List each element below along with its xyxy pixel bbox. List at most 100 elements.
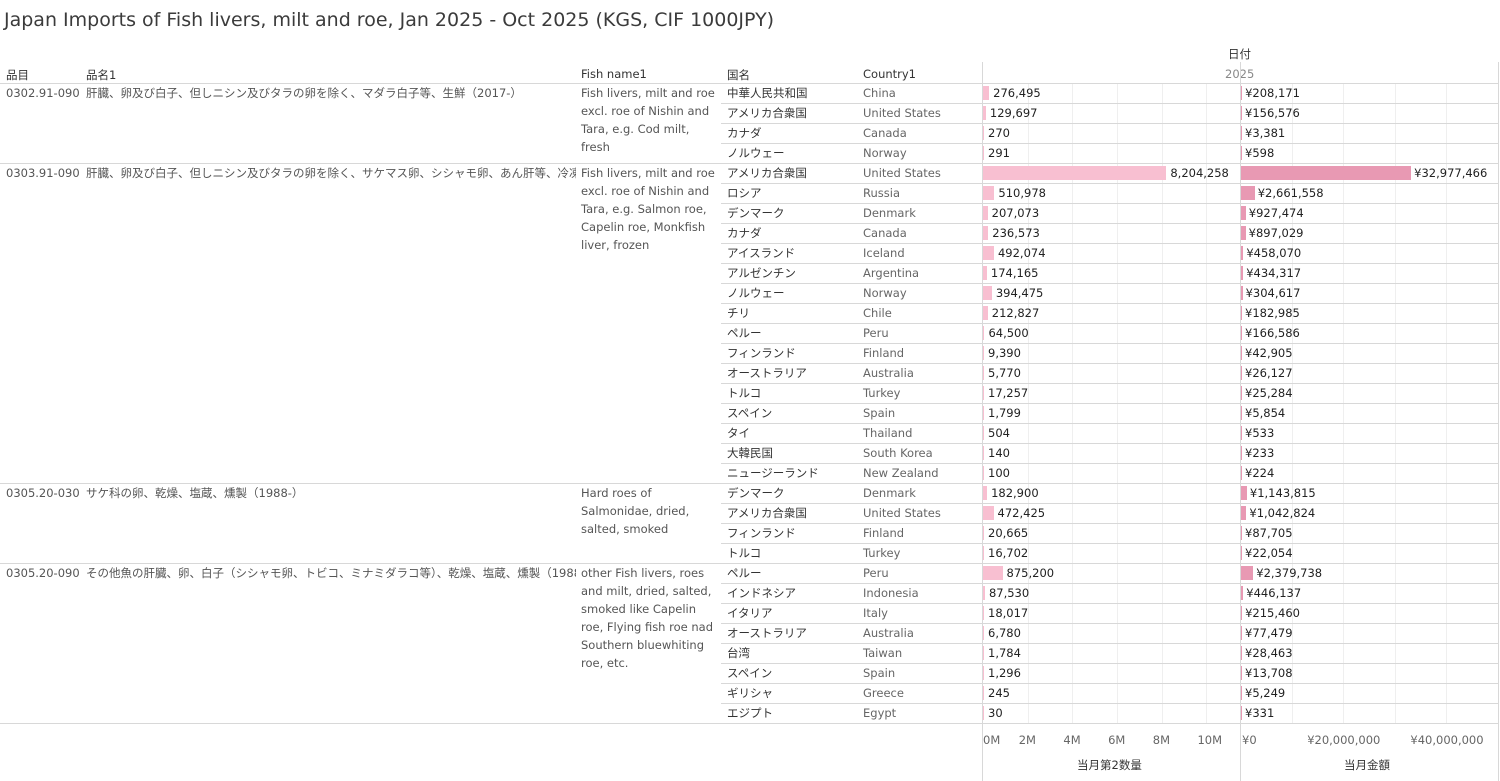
qty-bar[interactable]	[983, 286, 992, 300]
country-name-jp[interactable]: ペルー	[727, 326, 762, 340]
value-bar[interactable]	[1241, 86, 1243, 100]
qty-bar[interactable]	[983, 246, 994, 260]
country-name-jp[interactable]: チリ	[727, 306, 750, 320]
qty-bar[interactable]	[983, 666, 984, 680]
country-name-jp[interactable]: デンマーク	[727, 206, 785, 220]
value-bar[interactable]	[1241, 526, 1242, 540]
value-bar[interactable]	[1241, 126, 1242, 140]
country-name-jp[interactable]: ギリシャ	[727, 686, 773, 700]
country-name-en[interactable]: Italy	[863, 606, 888, 620]
header-country[interactable]: Country1	[863, 67, 917, 81]
country-name-en[interactable]: China	[863, 86, 896, 100]
country-name-jp[interactable]: 大韓民国	[727, 446, 773, 460]
qty-bar[interactable]	[983, 486, 988, 500]
country-name-en[interactable]: Indonesia	[863, 586, 919, 600]
country-name-en[interactable]: Argentina	[863, 266, 920, 280]
country-name-jp[interactable]: ノルウェー	[727, 286, 785, 300]
country-name-jp[interactable]: フィンランド	[727, 526, 796, 540]
value-bar[interactable]	[1241, 606, 1243, 620]
value-bar[interactable]	[1241, 386, 1242, 400]
qty-bar[interactable]	[983, 526, 984, 540]
country-name-jp[interactable]: ノルウェー	[727, 146, 785, 160]
value-bar[interactable]	[1241, 166, 1412, 180]
country-name-en[interactable]: Denmark	[863, 486, 916, 500]
country-name-jp[interactable]: オーストラリア	[727, 366, 807, 380]
qty-bar[interactable]	[983, 646, 984, 660]
country-name-jp[interactable]: エジプト	[727, 706, 773, 720]
value-bar[interactable]	[1241, 366, 1242, 380]
country-name-en[interactable]: Thailand	[863, 426, 913, 440]
value-bar[interactable]	[1241, 266, 1244, 280]
country-name-en[interactable]: Egypt	[863, 706, 897, 720]
country-name-en[interactable]: United States	[863, 106, 941, 120]
country-name-jp[interactable]: イタリア	[727, 606, 773, 620]
qty-bar[interactable]	[983, 586, 985, 600]
value-bar[interactable]	[1241, 506, 1247, 520]
country-name-jp[interactable]: タイ	[727, 426, 750, 440]
value-bar[interactable]	[1241, 186, 1255, 200]
country-name-en[interactable]: Peru	[863, 566, 889, 580]
value-bar[interactable]	[1241, 686, 1242, 700]
country-name-en[interactable]: Peru	[863, 326, 889, 340]
country-name-jp[interactable]: スペイン	[727, 406, 773, 420]
country-name-en[interactable]: Spain	[863, 406, 896, 420]
value-bar[interactable]	[1241, 106, 1242, 120]
value-bar[interactable]	[1241, 286, 1243, 300]
country-name-en[interactable]: Canada	[863, 126, 907, 140]
country-name-jp[interactable]: ニュージーランド	[727, 466, 819, 480]
country-name-en[interactable]: Turkey	[863, 386, 901, 400]
country-name-en[interactable]: Finland	[863, 526, 905, 540]
country-name-jp[interactable]: カナダ	[727, 126, 762, 140]
qty-bar[interactable]	[983, 566, 1003, 580]
country-name-jp[interactable]: カナダ	[727, 226, 762, 240]
country-name-jp[interactable]: ペルー	[727, 566, 762, 580]
value-bar[interactable]	[1241, 566, 1254, 580]
qty-bar[interactable]	[983, 606, 984, 620]
qty-bar[interactable]	[983, 706, 984, 720]
country-name-jp[interactable]: デンマーク	[727, 486, 785, 500]
country-name-en[interactable]: Taiwan	[863, 646, 903, 660]
qty-bar[interactable]	[983, 466, 984, 480]
value-bar[interactable]	[1241, 486, 1247, 500]
value-bar[interactable]	[1241, 466, 1242, 480]
header-hinmoku[interactable]: 品目	[6, 68, 29, 82]
country-name-jp[interactable]: トルコ	[727, 386, 762, 400]
country-name-jp[interactable]: ロシア	[727, 186, 762, 200]
qty-bar[interactable]	[983, 546, 984, 560]
value-bar[interactable]	[1241, 406, 1242, 420]
country-name-jp[interactable]: 中華人民共和国	[727, 86, 808, 100]
qty-bar[interactable]	[983, 626, 984, 640]
value-bar[interactable]	[1241, 546, 1242, 560]
qty-bar[interactable]	[983, 166, 1167, 180]
country-name-en[interactable]: Canada	[863, 226, 907, 240]
value-bar[interactable]	[1241, 646, 1242, 660]
country-name-jp[interactable]: オーストラリア	[727, 626, 807, 640]
country-name-en[interactable]: New Zealand	[863, 466, 939, 480]
qty-bar[interactable]	[983, 506, 994, 520]
value-bar[interactable]	[1241, 626, 1242, 640]
value-bar[interactable]	[1241, 426, 1242, 440]
country-name-jp[interactable]: 台湾	[727, 646, 750, 660]
country-name-en[interactable]: Denmark	[863, 206, 916, 220]
qty-bar[interactable]	[983, 106, 986, 120]
qty-bar[interactable]	[983, 146, 984, 160]
country-name-en[interactable]: Norway	[863, 286, 907, 300]
value-bar[interactable]	[1241, 706, 1242, 720]
country-name-en[interactable]: Greece	[863, 686, 904, 700]
country-name-en[interactable]: Russia	[863, 186, 900, 200]
country-name-en[interactable]: Finland	[863, 346, 905, 360]
header-hinmei[interactable]: 品名1	[86, 68, 117, 82]
qty-bar[interactable]	[983, 406, 984, 420]
country-name-en[interactable]: Chile	[863, 306, 892, 320]
value-bar[interactable]	[1241, 146, 1242, 160]
country-name-jp[interactable]: インドネシア	[727, 586, 796, 600]
country-name-en[interactable]: Australia	[863, 366, 914, 380]
header-fish-name[interactable]: Fish name1	[581, 67, 647, 81]
qty-bar[interactable]	[983, 346, 984, 360]
country-name-en[interactable]: Australia	[863, 626, 914, 640]
qty-bar[interactable]	[983, 446, 984, 460]
header-kokumei[interactable]: 国名	[727, 68, 750, 82]
value-bar[interactable]	[1241, 206, 1246, 220]
country-name-en[interactable]: Norway	[863, 146, 907, 160]
country-name-jp[interactable]: スペイン	[727, 666, 773, 680]
